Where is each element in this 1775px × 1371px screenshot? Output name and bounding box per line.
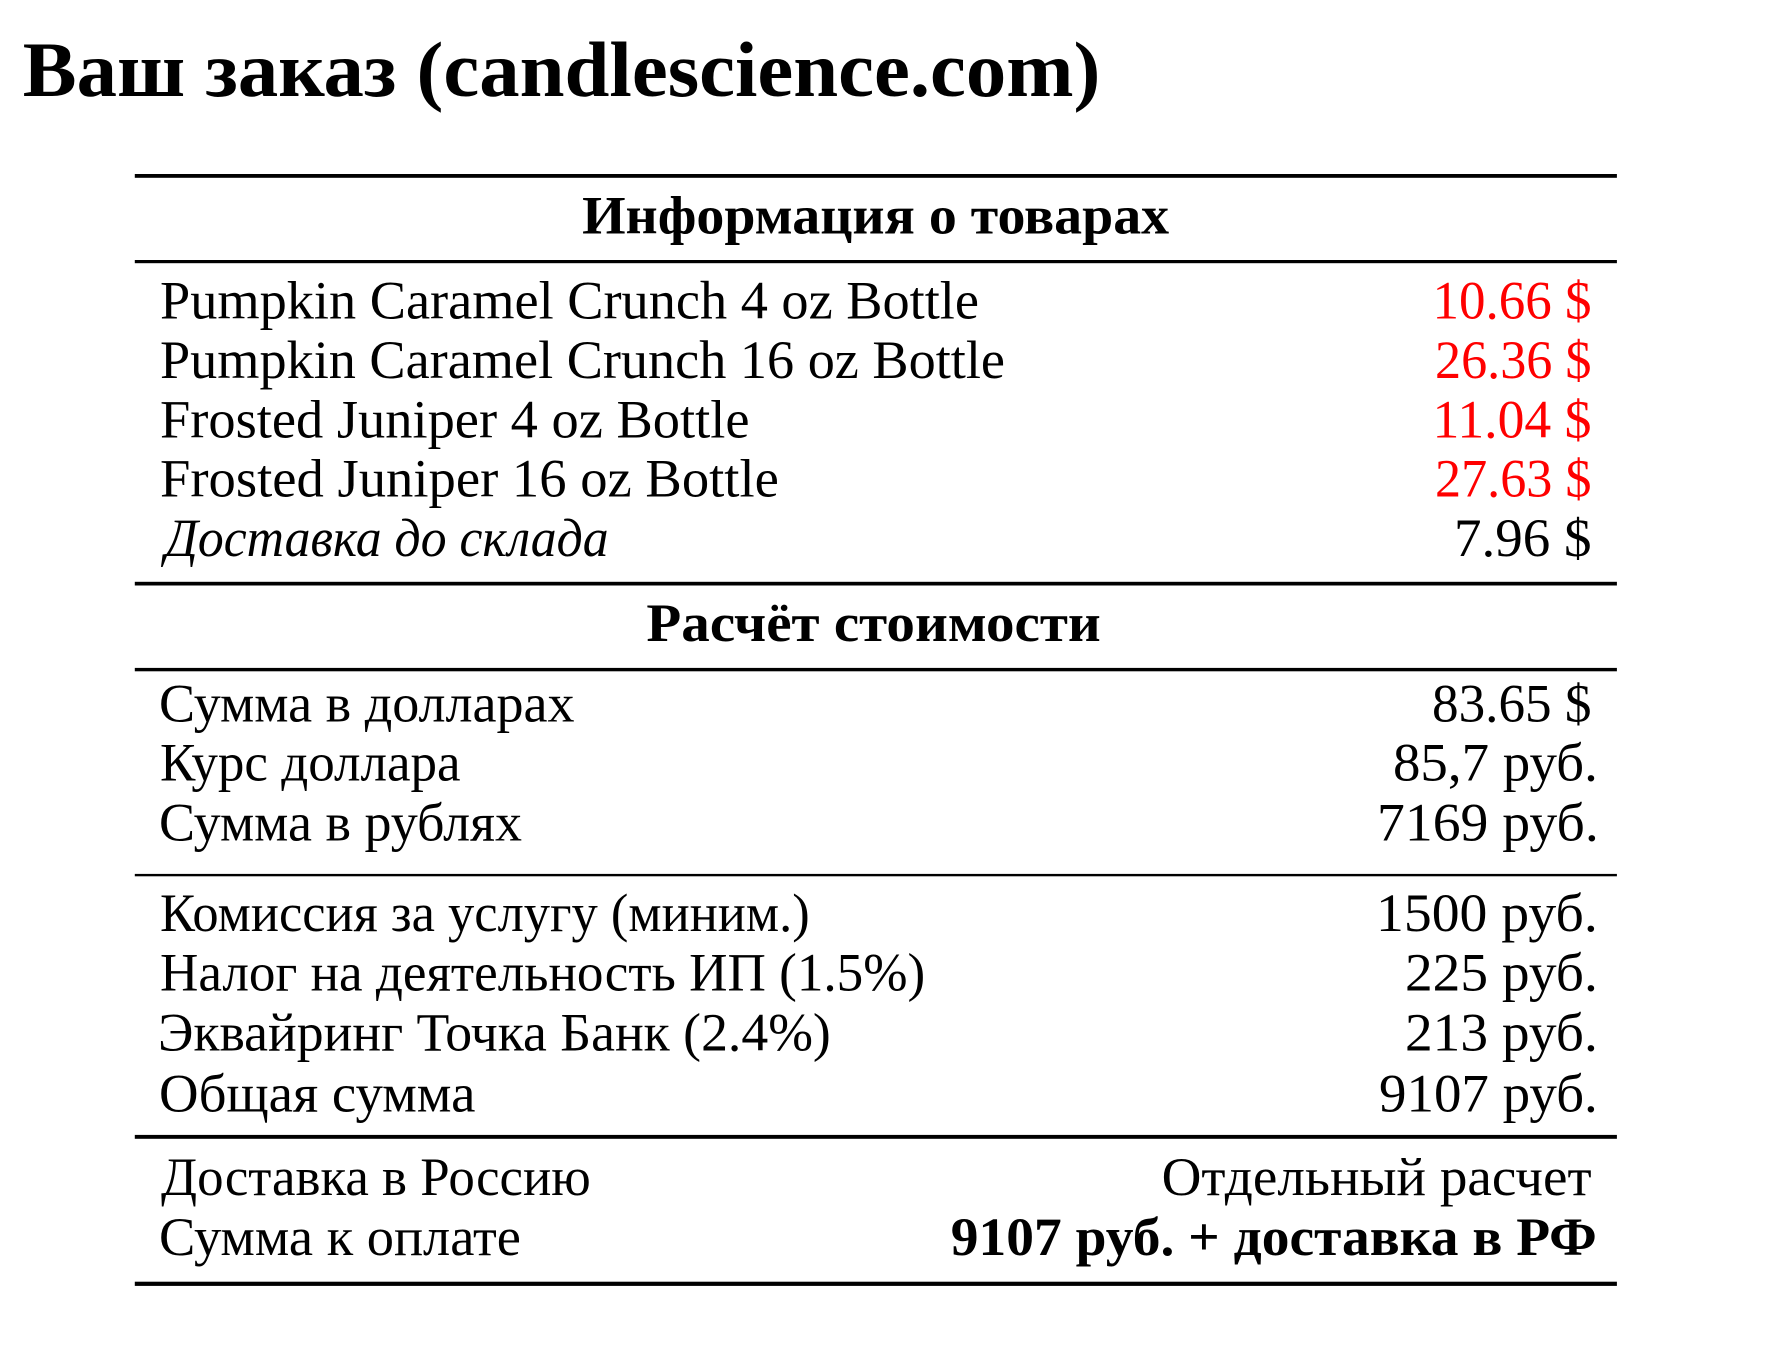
svg-text:Frosted Juniper 16 oz Bottle: Frosted Juniper 16 oz Bottle — [160, 448, 779, 509]
svg-text:27.63 $: 27.63 $ — [1435, 448, 1592, 509]
svg-text:Доставка до склада: Доставка до склада — [160, 507, 608, 568]
svg-text:1500 руб.: 1500 руб. — [1376, 882, 1598, 943]
svg-text:83.65 $: 83.65 $ — [1432, 672, 1592, 733]
svg-text:9107 руб. + доставка в РФ: 9107 руб. + доставка в РФ — [951, 1206, 1597, 1267]
svg-text:Сумма в долларах: Сумма в долларах — [159, 672, 575, 733]
svg-text:10.66 $: 10.66 $ — [1433, 270, 1592, 331]
svg-text:213 руб.: 213 руб. — [1405, 1002, 1598, 1063]
svg-text:Сумма в рублях: Сумма в рублях — [159, 792, 522, 853]
svg-text:Сумма к оплате: Сумма к оплате — [159, 1206, 521, 1267]
svg-text:Эквайринг Точка Банк (2.4%): Эквайринг Точка Банк (2.4%) — [158, 1002, 831, 1063]
svg-text:Информация о товарах: Информация о товарах — [582, 185, 1169, 246]
svg-text:Расчёт стоимости: Расчёт стоимости — [646, 592, 1100, 653]
svg-text:7.96 $: 7.96 $ — [1454, 507, 1592, 568]
svg-text:Общая сумма: Общая сумма — [159, 1062, 475, 1123]
svg-text:Pumpkin Caramel Crunch 16 oz B: Pumpkin Caramel Crunch 16 oz Bottle — [160, 329, 1005, 390]
svg-text:Комиссия за услугу (миним.): Комиссия за услугу (миним.) — [160, 882, 810, 943]
svg-text:225 руб.: 225 руб. — [1405, 942, 1598, 1003]
svg-text:Курс доллара: Курс доллара — [160, 732, 461, 793]
svg-text:Налог на деятельность ИП (1.5%: Налог на деятельность ИП (1.5%) — [160, 942, 925, 1003]
svg-text:Frosted Juniper 4 oz Bottle: Frosted Juniper 4 oz Bottle — [160, 388, 750, 449]
svg-text:Отдельный расчет: Отдельный расчет — [1162, 1146, 1592, 1207]
svg-text:Pumpkin Caramel Crunch 4 oz Bo: Pumpkin Caramel Crunch 4 oz Bottle — [160, 270, 979, 331]
svg-text:9107 руб.: 9107 руб. — [1379, 1062, 1598, 1123]
svg-text:7169 руб.: 7169 руб. — [1377, 792, 1599, 853]
svg-text:Доставка в Россию: Доставка в Россию — [161, 1146, 591, 1207]
svg-text:Ваш заказ (candlescience.com): Ваш заказ (candlescience.com) — [23, 26, 1101, 113]
svg-text:26.36 $: 26.36 $ — [1435, 329, 1592, 390]
svg-text:85,7 руб.: 85,7 руб. — [1393, 732, 1598, 793]
svg-text:11.04 $: 11.04 $ — [1433, 388, 1592, 449]
